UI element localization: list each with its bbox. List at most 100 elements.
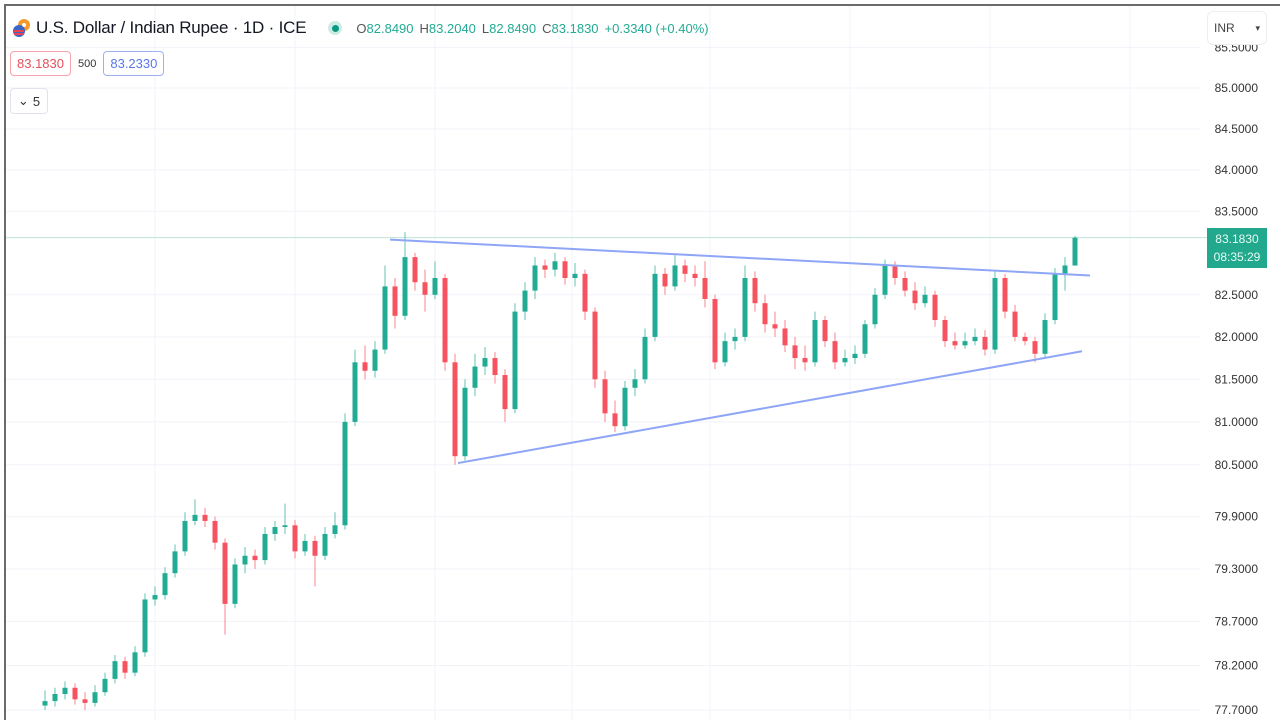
caret-down-icon: ▾ — [1255, 22, 1260, 33]
candle — [812, 311, 818, 367]
candle-body — [552, 261, 558, 270]
bar-countdown: 08:35:29 — [1213, 250, 1261, 264]
candle — [142, 593, 148, 657]
candle — [942, 315, 948, 348]
candle — [72, 683, 78, 705]
candle — [242, 547, 248, 574]
candle — [202, 507, 208, 528]
candle — [672, 254, 678, 291]
candle-body — [862, 324, 868, 354]
candle-body — [742, 278, 748, 337]
high-value: H83.2040 — [419, 20, 476, 36]
candle-body — [362, 362, 368, 371]
candle-body — [132, 652, 138, 673]
candle — [852, 345, 858, 364]
candle — [472, 353, 478, 397]
candle-body — [1072, 237, 1078, 266]
candle — [62, 681, 68, 700]
candle-body — [812, 320, 818, 363]
candle — [1052, 267, 1058, 325]
candle — [1022, 332, 1028, 346]
candle-body — [872, 294, 878, 325]
quantity-value[interactable]: 500 — [78, 57, 97, 70]
candle — [372, 341, 378, 378]
candle — [532, 257, 538, 299]
trendline-lower[interactable] — [457, 350, 1083, 465]
candle-body — [612, 413, 618, 427]
candle-body — [102, 678, 108, 693]
candle — [952, 332, 958, 350]
candle-body — [972, 336, 978, 342]
candle-body — [492, 358, 498, 376]
sell-button[interactable]: 83.1830 — [10, 51, 71, 76]
candle — [642, 328, 648, 384]
candle — [272, 520, 278, 541]
last-price-value: 83.1830 — [1215, 232, 1259, 246]
candle-body — [152, 595, 158, 600]
candle — [102, 672, 108, 696]
buy-button[interactable]: 83.2330 — [103, 51, 165, 76]
candle — [732, 328, 738, 350]
candle — [982, 330, 988, 356]
symbol-title[interactable]: U.S. Dollar / Indian Rupee · 1D · ICE — [36, 18, 307, 37]
price-axis[interactable]: 85.500085.000084.500084.000083.500082.50… — [1215, 40, 1259, 717]
candle-body — [312, 540, 318, 556]
candle-body — [382, 286, 388, 350]
candle — [92, 685, 98, 707]
candle-body — [302, 540, 308, 552]
candle — [342, 413, 348, 530]
price-tick-label: 84.0000 — [1215, 163, 1259, 177]
candle — [572, 262, 578, 287]
candle — [872, 288, 878, 329]
candle — [462, 379, 468, 461]
candle — [282, 503, 288, 534]
candle-body — [392, 286, 398, 316]
candle — [602, 370, 608, 422]
candle — [782, 320, 788, 353]
candle — [82, 692, 88, 711]
candle-body — [712, 298, 718, 363]
candle-body — [922, 294, 928, 304]
candle-body — [1012, 311, 1018, 337]
candle-body — [732, 336, 738, 342]
candle-body — [952, 341, 958, 346]
price-tick-label: 78.7000 — [1215, 614, 1259, 628]
candle — [152, 586, 158, 606]
candle — [362, 345, 368, 380]
candle — [682, 259, 688, 283]
candle-body — [232, 564, 238, 604]
candle-body — [572, 273, 578, 279]
candle-body — [852, 353, 858, 359]
candle — [742, 265, 748, 342]
candle — [512, 303, 518, 414]
candle-body — [962, 341, 968, 346]
market-open-status-icon[interactable] — [328, 21, 343, 35]
indicator-count: 5 — [32, 93, 41, 109]
candle-body — [482, 358, 488, 367]
candle — [192, 499, 198, 526]
candle-body — [1032, 341, 1038, 354]
candle-body — [292, 525, 298, 552]
currency-select[interactable]: INR ▾ — [1207, 11, 1267, 45]
candle-body — [52, 693, 58, 702]
price-tick-label: 84.5000 — [1215, 122, 1259, 136]
price-tick-label: 81.0000 — [1215, 415, 1259, 429]
candle-body — [82, 699, 88, 703]
candle-body — [252, 555, 258, 561]
trendline-upper[interactable] — [389, 238, 1091, 277]
candles — [42, 232, 1078, 711]
candle — [492, 352, 498, 384]
candle-body — [842, 358, 848, 363]
trendlines[interactable] — [389, 238, 1091, 465]
candle — [422, 269, 428, 312]
candle — [482, 347, 488, 376]
candle — [332, 512, 338, 539]
candle — [162, 567, 168, 600]
chart-frame — [4, 4, 1280, 720]
candle-body — [472, 366, 478, 388]
chevron-down-icon: ⌄ — [17, 93, 29, 108]
candle-body — [222, 542, 228, 604]
usd-inr-flag-icon — [12, 18, 32, 38]
indicators-toggle-button[interactable]: ⌄ 5 — [10, 88, 48, 114]
